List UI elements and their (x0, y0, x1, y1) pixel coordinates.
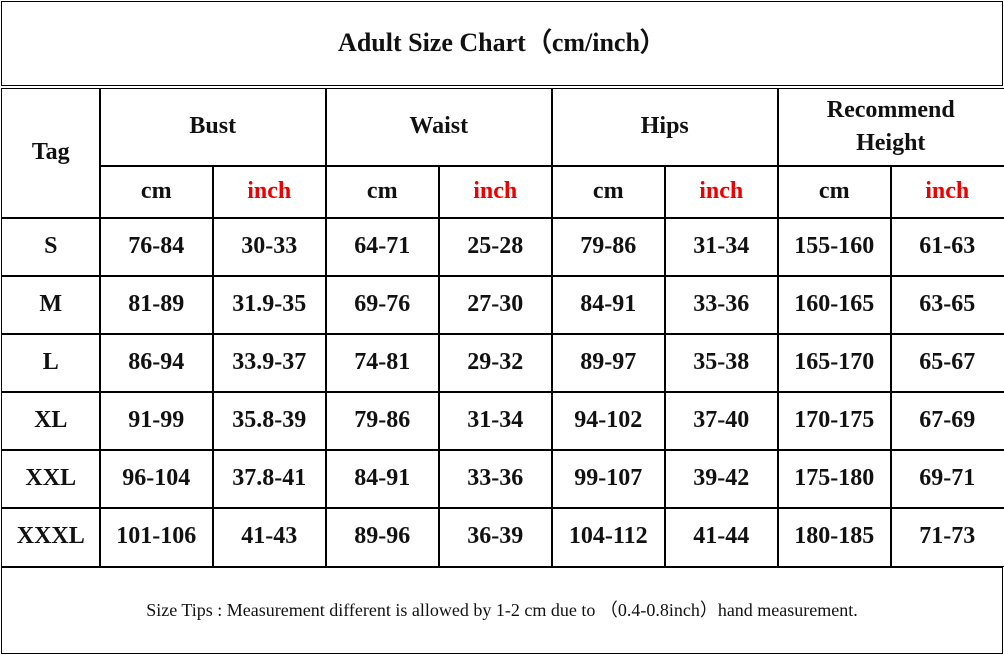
size-value: 175-180 (777, 449, 892, 509)
unit-header: inch (890, 165, 1004, 219)
size-value: 25-28 (438, 217, 553, 277)
size-value: 180-185 (777, 507, 892, 567)
size-value: 91-99 (99, 391, 214, 451)
group-header: Recommend Height (777, 88, 1004, 167)
size-value: 67-69 (890, 391, 1004, 451)
size-value: 71-73 (890, 507, 1004, 567)
size-value: 79-86 (551, 217, 666, 277)
group-header: Bust (99, 88, 327, 167)
size-value: 64-71 (325, 217, 440, 277)
size-value: 37.8-41 (212, 449, 327, 509)
size-value: 101-106 (99, 507, 214, 567)
size-value: 30-33 (212, 217, 327, 277)
title-box: Adult Size Chart（cm/inch） (1, 1, 1003, 86)
size-value: 99-107 (551, 449, 666, 509)
size-value: 84-91 (325, 449, 440, 509)
size-value: 36-39 (438, 507, 553, 567)
size-value: 84-91 (551, 275, 666, 335)
size-value: 86-94 (99, 333, 214, 393)
size-value: 41-44 (664, 507, 779, 567)
size-value: 96-104 (99, 449, 214, 509)
size-value: 31-34 (664, 217, 779, 277)
size-value: 69-76 (325, 275, 440, 335)
size-value: 65-67 (890, 333, 1004, 393)
size-value: 33.9-37 (212, 333, 327, 393)
size-value: 39-42 (664, 449, 779, 509)
size-value: 69-71 (890, 449, 1004, 509)
footer-note: Size Tips : Measurement different is all… (146, 599, 858, 620)
size-value: 104-112 (551, 507, 666, 567)
size-value: 31-34 (438, 391, 553, 451)
size-value: 79-86 (325, 391, 440, 451)
size-value: 37-40 (664, 391, 779, 451)
unit-header: inch (438, 165, 553, 219)
footer-box: Size Tips : Measurement different is all… (1, 567, 1003, 654)
size-value: 76-84 (99, 217, 214, 277)
title: Adult Size Chart（cm/inch） (338, 28, 666, 58)
size-value: 89-96 (325, 507, 440, 567)
unit-header: cm (777, 165, 892, 219)
size-value: 41-43 (212, 507, 327, 567)
unit-header: cm (551, 165, 666, 219)
size-value: 81-89 (99, 275, 214, 335)
size-tag: XXXL (1, 507, 101, 567)
size-value: 33-36 (664, 275, 779, 335)
size-value: 165-170 (777, 333, 892, 393)
size-tag: S (1, 217, 101, 277)
unit-header: cm (99, 165, 214, 219)
size-value: 94-102 (551, 391, 666, 451)
size-tag: XXL (1, 449, 101, 509)
size-tag: XL (1, 391, 101, 451)
size-value: 89-97 (551, 333, 666, 393)
size-value: 170-175 (777, 391, 892, 451)
size-value: 61-63 (890, 217, 1004, 277)
size-value: 160-165 (777, 275, 892, 335)
size-tag: L (1, 333, 101, 393)
size-value: 155-160 (777, 217, 892, 277)
unit-header: inch (664, 165, 779, 219)
size-value: 31.9-35 (212, 275, 327, 335)
corner-header: Tag (1, 88, 101, 219)
group-header: Waist (325, 88, 553, 167)
size-value: 29-32 (438, 333, 553, 393)
unit-header: inch (212, 165, 327, 219)
size-value: 27-30 (438, 275, 553, 335)
size-value: 35.8-39 (212, 391, 327, 451)
size-value: 63-65 (890, 275, 1004, 335)
size-value: 74-81 (325, 333, 440, 393)
group-header: Hips (551, 88, 779, 167)
unit-header: cm (325, 165, 440, 219)
size-value: 35-38 (664, 333, 779, 393)
size-value: 33-36 (438, 449, 553, 509)
size-tag: M (1, 275, 101, 335)
